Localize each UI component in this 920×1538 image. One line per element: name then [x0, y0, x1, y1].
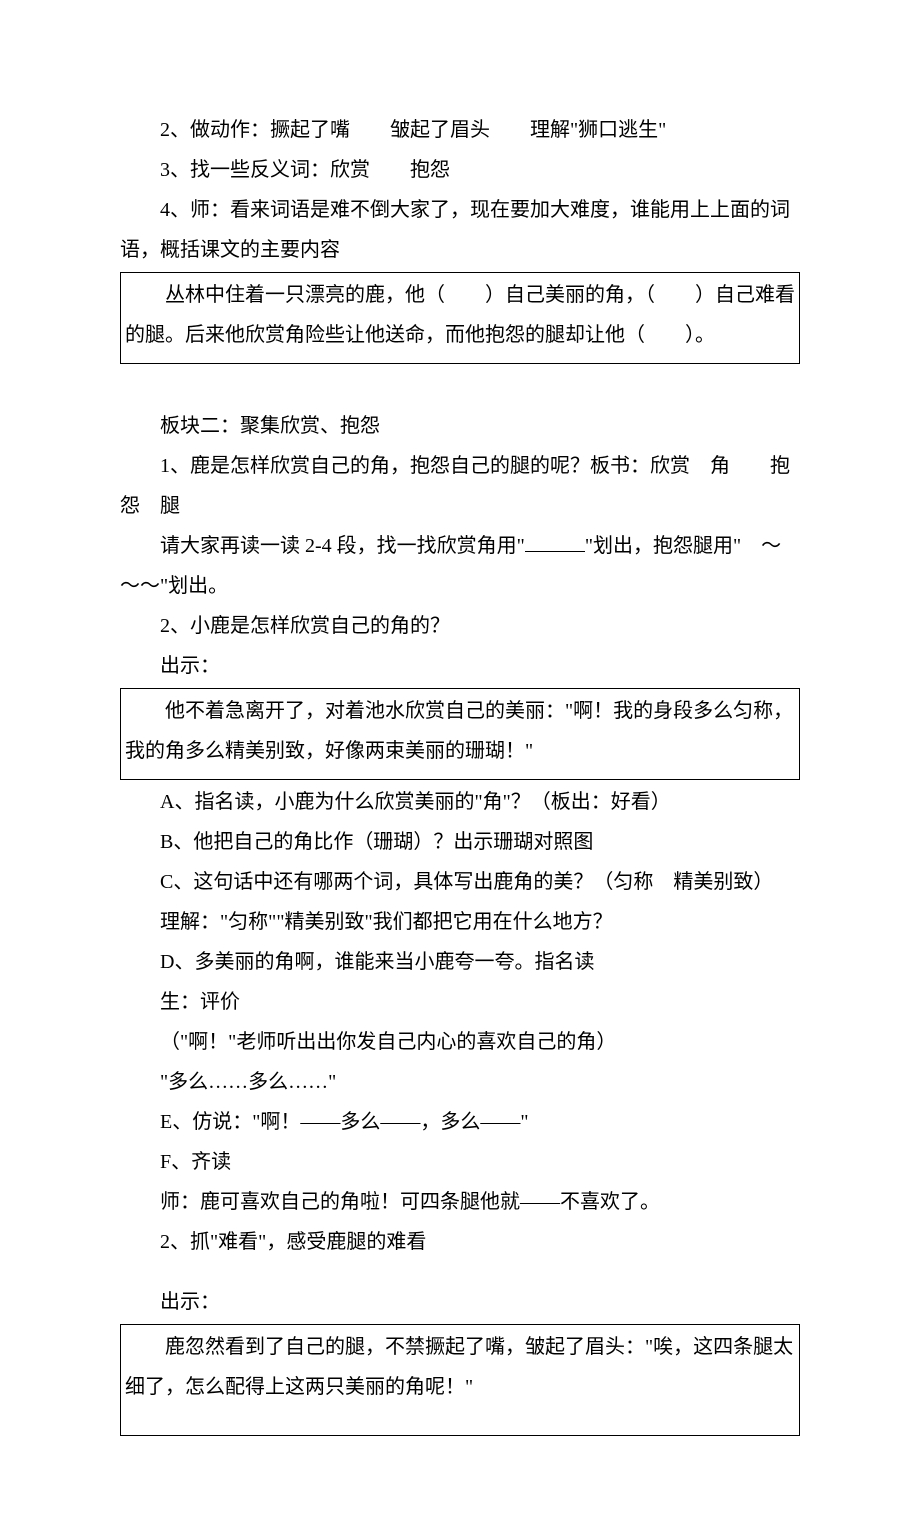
body-paragraph: 4、师：看来词语是难不倒大家了，现在要加大难度，谁能用上上面的词语，概括课文的主… [120, 190, 800, 270]
body-paragraph: 出示： [120, 646, 800, 686]
text-box: 他不着急离开了，对着池水欣赏自己的美丽："啊！我的身段多么匀称，我的角多么精美别… [120, 688, 800, 780]
text-span: 请大家再读一读 2-4 段，找一找欣赏角用" [160, 535, 525, 557]
spacer [120, 366, 800, 406]
text-box: 鹿忽然看到了自己的腿，不禁撅起了嘴，皱起了眉头："唉，这四条腿太细了，怎么配得上… [120, 1324, 800, 1436]
body-paragraph: 师：鹿可喜欢自己的角啦！可四条腿他就——不喜欢了。 [120, 1182, 800, 1222]
body-paragraph: D、多美丽的角啊，谁能来当小鹿夸一夸。指名读 [120, 942, 800, 982]
body-paragraph: "多么……多么……" [120, 1062, 800, 1102]
body-paragraph: C、这句话中还有哪两个词，具体写出鹿角的美？（匀称 精美别致） [120, 862, 800, 902]
body-paragraph: 2、抓"难看"，感受鹿腿的难看 [120, 1222, 800, 1262]
body-paragraph: 2、做动作：撅起了嘴 皱起了眉头 理解"狮口逃生" [120, 110, 800, 150]
box-paragraph: 他不着急离开了，对着池水欣赏自己的美丽："啊！我的身段多么匀称，我的角多么精美别… [125, 691, 795, 771]
body-paragraph: 出示： [120, 1282, 800, 1322]
body-paragraph: F、齐读 [120, 1142, 800, 1182]
body-paragraph: 生：评价 [120, 982, 800, 1022]
body-paragraph: 请大家再读一读 2-4 段，找一找欣赏角用""划出，抱怨腿用" ～～～"划出。 [120, 526, 800, 606]
document-page: 2、做动作：撅起了嘴 皱起了眉头 理解"狮口逃生" 3、找一些反义词：欣赏 抱怨… [0, 0, 920, 1538]
body-paragraph: 1、鹿是怎样欣赏自己的角，抱怨自己的腿的呢？板书：欣赏 角 抱怨 腿 [120, 446, 800, 526]
body-paragraph: B、他把自己的角比作（珊瑚）？出示珊瑚对照图 [120, 822, 800, 862]
box-paragraph: 丛林中住着一只漂亮的鹿，他（ ）自己美丽的角，（ ）自己难看的腿。后来他欣赏角险… [125, 275, 795, 355]
body-paragraph: 2、小鹿是怎样欣赏自己的角的？ [120, 606, 800, 646]
body-paragraph: 理解："匀称""精美别致"我们都把它用在什么地方？ [120, 902, 800, 942]
body-paragraph: 3、找一些反义词：欣赏 抱怨 [120, 150, 800, 190]
body-paragraph: （"啊！"老师听出出你发自己内心的喜欢自己的角） [120, 1022, 800, 1062]
box-paragraph: 鹿忽然看到了自己的腿，不禁撅起了嘴，皱起了眉头："唉，这四条腿太细了，怎么配得上… [125, 1327, 795, 1407]
spacer [120, 1262, 800, 1282]
body-paragraph: A、指名读，小鹿为什么欣赏美丽的"角"？（板出：好看） [120, 782, 800, 822]
body-paragraph: E、仿说："啊！——多么——，多么——" [120, 1102, 800, 1142]
section-heading: 板块二：聚集欣赏、抱怨 [120, 406, 800, 446]
text-box: 丛林中住着一只漂亮的鹿，他（ ）自己美丽的角，（ ）自己难看的腿。后来他欣赏角险… [120, 272, 800, 364]
underline-blank [525, 533, 585, 552]
